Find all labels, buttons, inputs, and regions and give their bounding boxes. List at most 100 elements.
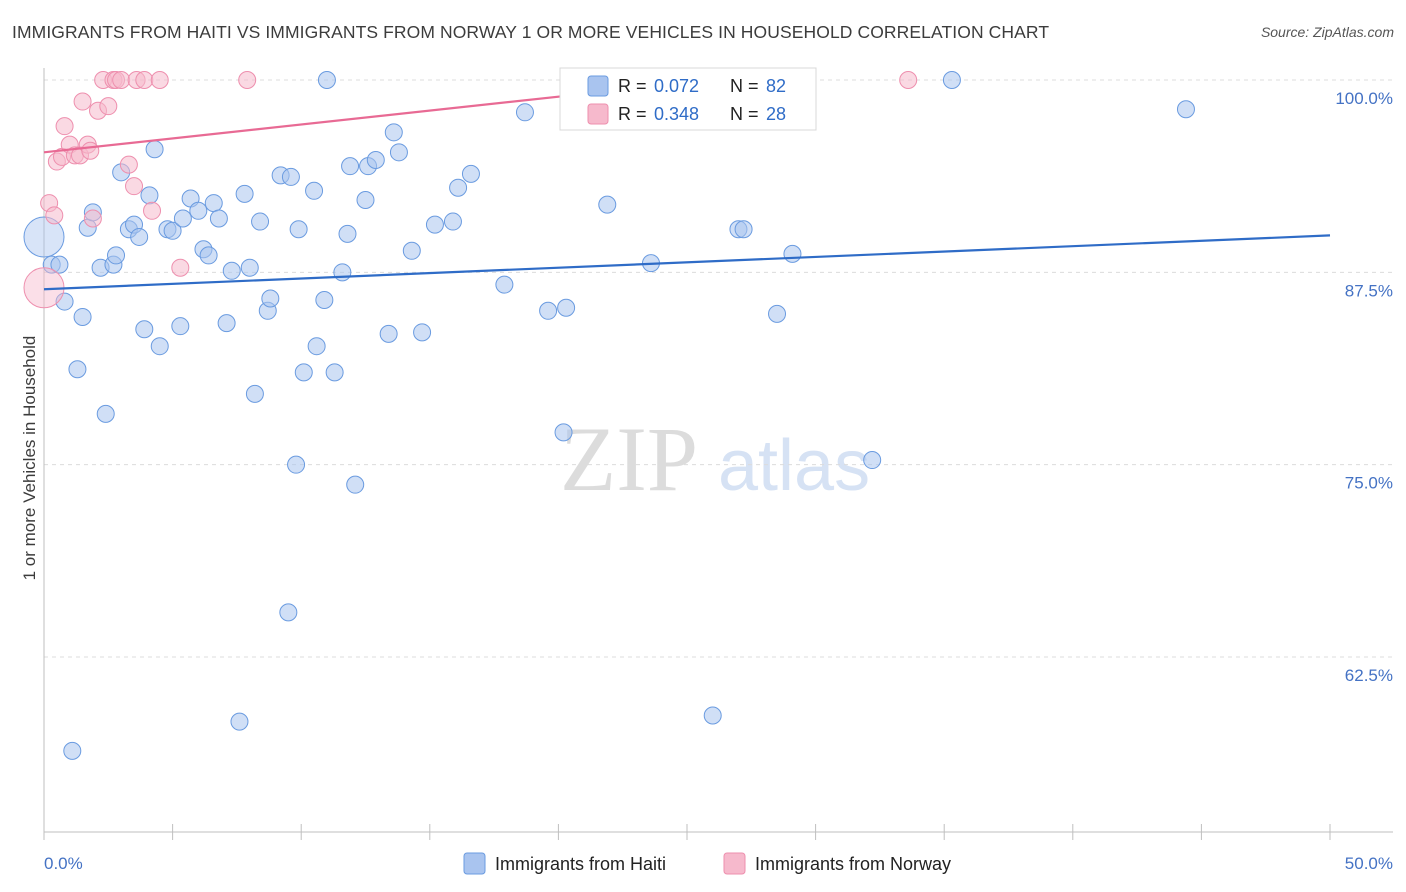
norway-point xyxy=(125,177,144,196)
haiti-point xyxy=(230,712,249,731)
haiti-point xyxy=(279,603,298,622)
trend-line-haiti xyxy=(43,234,1331,291)
norway-point xyxy=(135,71,154,89)
haiti-point xyxy=(379,324,398,343)
haiti-point xyxy=(163,221,182,240)
haiti-point xyxy=(783,244,802,263)
haiti-point xyxy=(305,181,324,200)
series-legend-swatch-haiti xyxy=(463,852,486,875)
y-tick-label: 87.5% xyxy=(1345,281,1393,300)
axes xyxy=(43,68,1393,833)
legend-r-label-norway: R = xyxy=(618,104,647,124)
x-tick-label-max: 50.0% xyxy=(1345,854,1393,873)
legend-n-value-norway: 28 xyxy=(766,104,786,124)
haiti-point xyxy=(449,178,468,197)
haiti-point xyxy=(171,317,190,336)
series-legend-swatch-norway xyxy=(723,852,746,875)
y-tick-label: 100.0% xyxy=(1335,89,1393,108)
haiti-point xyxy=(356,191,375,210)
haiti-point xyxy=(557,298,576,317)
legend-n-label-norway: N = xyxy=(730,104,759,124)
watermark-atlas: atlas xyxy=(718,426,870,506)
haiti-point xyxy=(145,140,164,159)
haiti-point xyxy=(346,475,365,494)
haiti-point xyxy=(461,164,480,183)
data-points xyxy=(23,71,1195,760)
haiti-point xyxy=(204,194,223,213)
haiti-point xyxy=(425,215,444,234)
norway-point xyxy=(119,155,138,174)
norway-point xyxy=(143,201,162,220)
haiti-point xyxy=(317,71,336,89)
haiti-point xyxy=(173,209,192,228)
haiti-point xyxy=(443,212,462,231)
watermark: ZIP atlas xyxy=(560,408,870,510)
haiti-point xyxy=(402,241,421,260)
legend-swatch-norway xyxy=(587,103,609,125)
haiti-point xyxy=(189,201,208,220)
haiti-point xyxy=(287,455,306,474)
watermark-zip: ZIP xyxy=(560,408,698,510)
haiti-point xyxy=(63,741,82,760)
legend-n-value-haiti: 82 xyxy=(766,76,786,96)
haiti-point xyxy=(23,216,65,258)
haiti-point xyxy=(217,314,236,333)
y-tick-label: 62.5% xyxy=(1345,666,1393,685)
series-legend-label-haiti: Immigrants from Haiti xyxy=(495,854,666,874)
norway-point xyxy=(55,117,74,136)
haiti-point xyxy=(251,212,270,231)
series-legend-label-norway: Immigrants from Norway xyxy=(755,854,951,874)
haiti-point xyxy=(150,337,169,356)
haiti-point xyxy=(261,289,280,308)
haiti-point xyxy=(96,404,115,423)
norway-point xyxy=(45,206,64,225)
norway-point xyxy=(99,97,118,116)
norway-point xyxy=(112,71,131,89)
haiti-point xyxy=(554,423,573,442)
haiti-point xyxy=(289,220,308,239)
haiti-point xyxy=(703,706,722,725)
y-axis-label: 1 or more Vehicles in Household xyxy=(20,336,39,581)
haiti-point xyxy=(338,224,357,243)
haiti-point xyxy=(315,291,334,310)
haiti-point xyxy=(1176,100,1195,119)
haiti-point xyxy=(240,258,259,277)
y-tick-label: 75.0% xyxy=(1345,474,1393,493)
haiti-point xyxy=(209,209,228,228)
haiti-point xyxy=(333,263,352,282)
haiti-point xyxy=(366,151,385,170)
haiti-point xyxy=(245,384,264,403)
series-legend: Immigrants from Haiti Immigrants from No… xyxy=(463,852,951,875)
x-tick-label-min: 0.0% xyxy=(44,854,83,873)
haiti-point xyxy=(863,451,882,470)
haiti-point xyxy=(734,220,753,239)
norway-point xyxy=(150,71,169,89)
legend-r-value-haiti: 0.072 xyxy=(654,76,699,96)
haiti-point xyxy=(341,157,360,176)
haiti-point xyxy=(598,195,617,214)
series-haiti-points xyxy=(23,71,1195,760)
x-ticks xyxy=(43,824,1331,840)
haiti-point xyxy=(199,246,218,265)
haiti-point xyxy=(384,123,403,142)
haiti-point xyxy=(73,307,92,326)
haiti-point xyxy=(50,255,69,274)
y-tick-labels: 62.5% 75.0% 87.5% 100.0% xyxy=(1335,89,1393,685)
legend-n-label-haiti: N = xyxy=(730,76,759,96)
haiti-point xyxy=(307,337,326,356)
haiti-point xyxy=(140,186,159,205)
haiti-point xyxy=(55,292,74,311)
norway-point xyxy=(171,258,190,277)
legend-r-label-haiti: R = xyxy=(618,76,647,96)
norway-point xyxy=(899,71,918,89)
haiti-point xyxy=(325,363,344,382)
haiti-point xyxy=(222,261,241,280)
stats-legend: R = 0.072 N = 82 R = 0.348 N = 28 xyxy=(559,67,817,131)
haiti-point xyxy=(413,323,432,342)
haiti-point xyxy=(235,184,254,203)
gridlines xyxy=(44,79,1393,658)
legend-swatch-haiti xyxy=(587,75,609,97)
haiti-point xyxy=(281,167,300,186)
haiti-point xyxy=(389,143,408,162)
